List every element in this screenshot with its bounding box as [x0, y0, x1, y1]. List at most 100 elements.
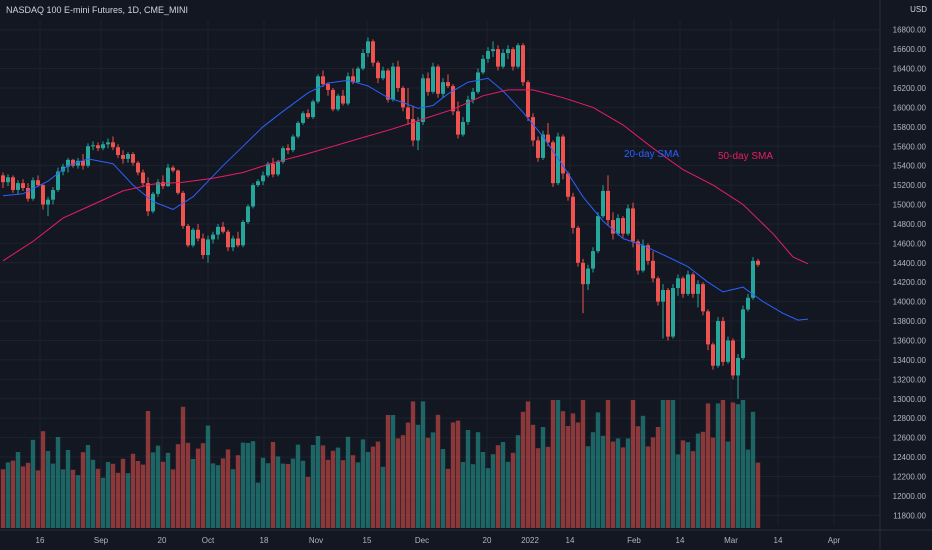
candle-body: [206, 239, 210, 256]
candle-body: [221, 226, 225, 232]
candle-body: [381, 70, 385, 79]
volume-bar: [625, 438, 631, 528]
volume-bar: [370, 446, 376, 528]
sma50-label: 50-day SMA: [718, 151, 773, 162]
candle-body: [511, 49, 515, 67]
candle-body: [341, 95, 345, 104]
candle-body: [116, 147, 120, 155]
volume-bar: [210, 463, 216, 528]
candle-body: [736, 357, 740, 376]
volume-bar: [350, 455, 356, 528]
price-axis[interactable]: 11800.00 12000.00 12200.00 12400.00 12600.00…: [879, 0, 927, 550]
volume-bar: [640, 415, 646, 528]
volume-bar: [445, 468, 451, 528]
candle-body: [701, 284, 705, 312]
candle-body: [346, 76, 350, 104]
candle-body: [601, 190, 605, 217]
volume-bar: [610, 441, 616, 528]
volume-bar: [70, 469, 76, 528]
volume-bar: [505, 461, 511, 528]
volume-bar: [570, 413, 576, 528]
y-tick-label: 15000.00: [893, 201, 927, 210]
candle-body: [281, 148, 285, 162]
candle-body: [271, 163, 275, 175]
volume-bar: [285, 464, 291, 528]
time-axis[interactable]: 16 Sep 20 Oct 18 Nov 15 Dec 20 2022 14 Feb 14 Mar 14 Ap…: [0, 529, 932, 545]
candle-body: [171, 167, 175, 171]
volume-bar: [355, 462, 361, 528]
candle-body: [1, 175, 5, 183]
candle-body: [91, 145, 95, 147]
volume-bar: [520, 411, 526, 528]
candle-body: [716, 321, 720, 366]
volume-bar: [215, 465, 221, 528]
candle-body: [446, 82, 450, 87]
candle-body: [191, 229, 195, 246]
candle-body: [251, 185, 255, 207]
volume-bar: [565, 426, 571, 528]
x-tick-label: 14: [774, 536, 783, 545]
candle-body: [631, 208, 635, 242]
volume-bar: [740, 400, 746, 528]
candle-body: [536, 140, 540, 158]
candle-body: [181, 192, 185, 226]
volume-bar: [645, 446, 651, 528]
volume-bar: [75, 475, 81, 528]
candle-body: [71, 159, 75, 166]
candle-body: [16, 183, 20, 190]
volume-bar: [145, 411, 151, 528]
volume-bar: [10, 460, 16, 528]
candle-body: [481, 58, 485, 73]
y-tick-label: 12000.00: [893, 492, 927, 501]
candle-body: [81, 160, 85, 166]
volume-bar: [490, 454, 496, 528]
candle-body: [231, 238, 235, 248]
volume-bar: [685, 442, 691, 528]
y-tick-label: 15600.00: [893, 142, 927, 151]
x-tick-label: 20: [483, 536, 492, 545]
volume-bar: [430, 432, 436, 528]
candle-body: [731, 340, 735, 376]
volume-bar: [480, 452, 486, 528]
volume-bar: [435, 414, 441, 528]
volume-bar: [715, 403, 721, 528]
y-tick-label: 12200.00: [893, 472, 927, 481]
candle-body: [611, 220, 615, 234]
volume-bar: [315, 436, 321, 528]
volume-bar: [335, 447, 341, 528]
candle-body: [461, 121, 465, 135]
volume-bar: [750, 411, 756, 528]
candle-body: [621, 218, 625, 234]
volume-bar: [240, 442, 246, 528]
candle-body: [416, 121, 420, 141]
candlesticks[interactable]: [1, 37, 760, 399]
candle-body: [36, 180, 40, 186]
volume-bar: [200, 443, 206, 528]
y-tick-label: 16600.00: [893, 45, 927, 54]
volume-bar: [675, 454, 681, 528]
candle-body: [361, 53, 365, 69]
y-tick-label: 16400.00: [893, 65, 927, 74]
candle-body: [366, 41, 370, 54]
candle-body: [351, 76, 355, 83]
candle-body: [426, 78, 430, 92]
x-tick-label: 16: [36, 536, 45, 545]
candle-body: [636, 241, 640, 271]
volume-bar: [690, 451, 696, 528]
candle-body: [521, 45, 525, 83]
y-tick-label: 13800.00: [893, 317, 927, 326]
volume-bar: [120, 458, 126, 528]
volume-bar: [695, 433, 701, 528]
volume-bar: [700, 431, 706, 528]
volume-bar: [140, 464, 146, 528]
volume-bar: [530, 424, 536, 528]
candle-body: [571, 196, 575, 228]
candle-body: [56, 171, 60, 190]
y-tick-label: 13200.00: [893, 375, 927, 384]
y-tick-label: 14000.00: [893, 298, 927, 307]
volume-bar: [365, 452, 371, 528]
candle-body: [441, 82, 445, 94]
candle-body: [296, 122, 300, 137]
volume-bar: [195, 448, 201, 528]
